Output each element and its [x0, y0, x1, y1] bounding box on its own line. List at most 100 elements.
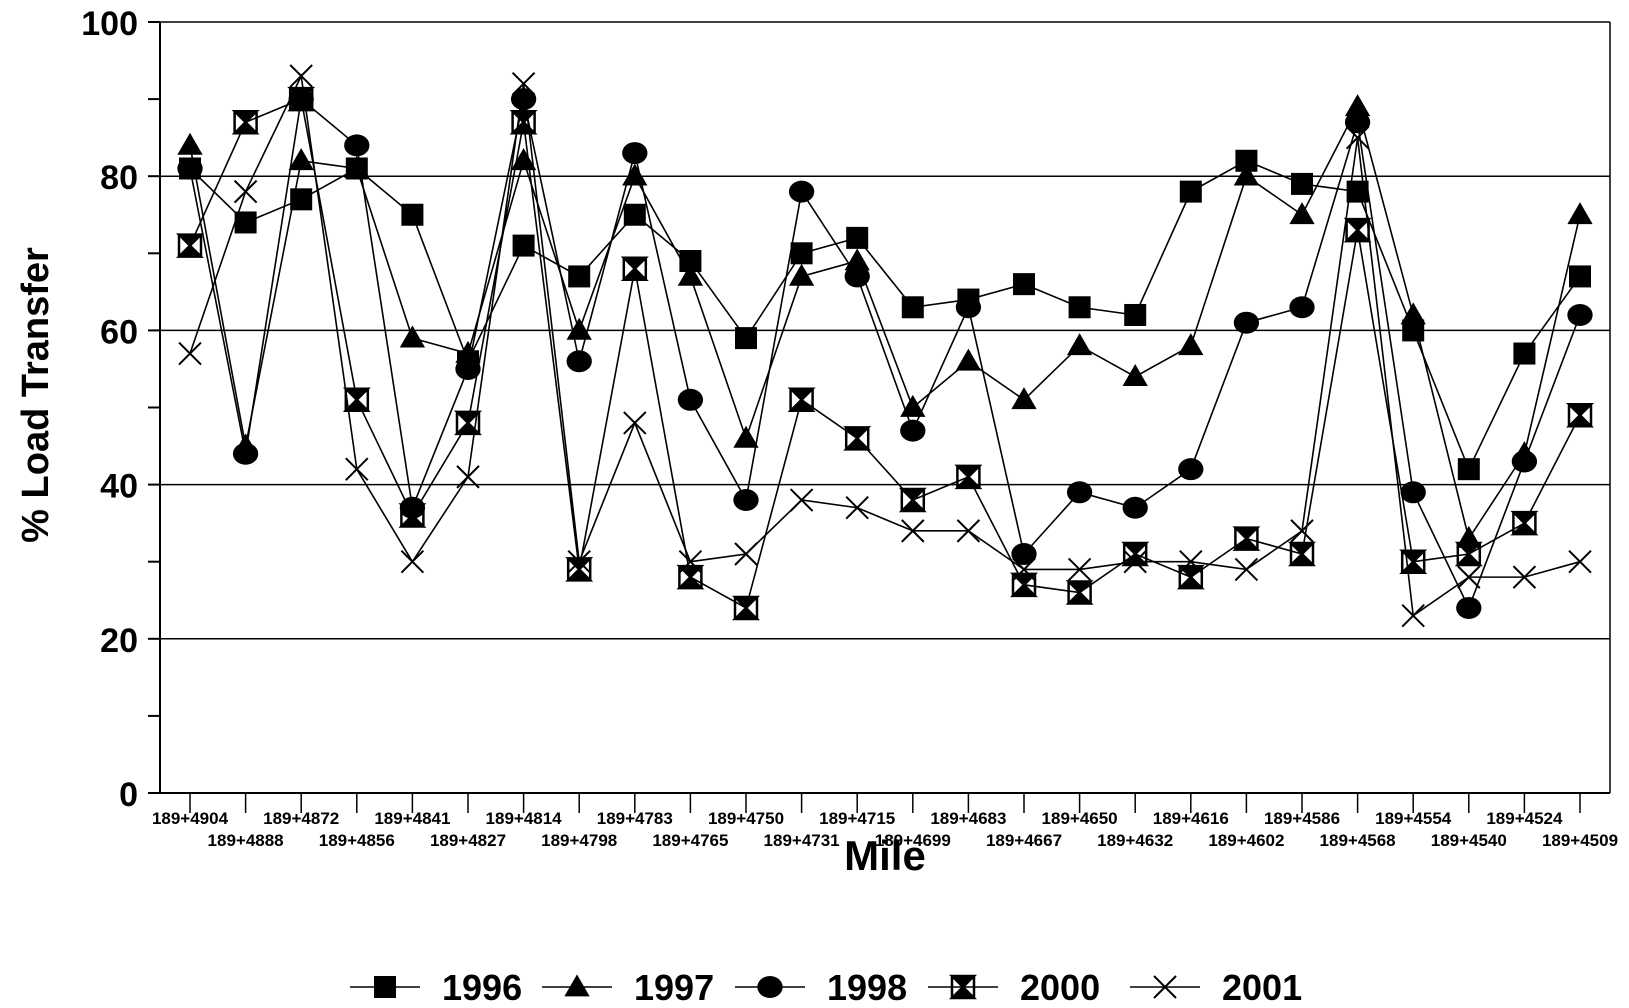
data-point-2000: [787, 387, 816, 413]
legend-label: 1998: [827, 967, 907, 1003]
series-1996: [179, 149, 1591, 481]
x-tick-label: 189+4554: [1375, 809, 1452, 828]
data-point-2000: [1510, 510, 1539, 536]
data-point-2000: [231, 109, 260, 135]
x-tick-label: 189+4667: [986, 831, 1062, 850]
data-point-1998: [566, 350, 592, 373]
data-point-1997: [677, 263, 704, 286]
data-point-2001: [845, 496, 869, 520]
y-tick-label: 40: [100, 468, 138, 506]
data-point-1998: [1011, 542, 1037, 565]
data-point-1997: [1011, 387, 1037, 410]
y-axis-label: % Load Transfer: [15, 247, 57, 543]
data-point-2000: [1343, 217, 1372, 243]
data-point-1996: [1179, 180, 1202, 203]
data-point-2001: [511, 71, 536, 96]
data-point-1998: [1511, 450, 1538, 473]
x-tick-label: 189+4699: [875, 831, 951, 850]
y-axis-ticks: 0 20 40 60 80 100: [81, 5, 160, 814]
x-tick-label: 189+4602: [1208, 831, 1284, 850]
data-point-1996: [1513, 342, 1536, 365]
data-point-2001: [1290, 519, 1314, 543]
data-point-1997: [455, 340, 481, 363]
series-2000: [175, 86, 1595, 621]
legend-item-1996: 1996: [350, 967, 522, 1008]
data-point-1996: [790, 242, 813, 265]
gridlines: [160, 175, 1610, 640]
data-point-1998: [1400, 481, 1426, 504]
x-tick-label: 189+4509: [1542, 831, 1618, 850]
x-tick-label: 189+4814: [486, 809, 563, 828]
x-tick-label: 189+4872: [263, 809, 339, 828]
data-point-1998: [1178, 458, 1204, 481]
data-point-2001: [678, 549, 703, 574]
data-point-1996: [735, 327, 757, 350]
data-point-1996: [1457, 458, 1480, 481]
x-axis-label: Mile: [844, 832, 926, 879]
data-point-1997: [1289, 202, 1315, 225]
data-point-1997: [1066, 333, 1093, 356]
series-line-2000: [189, 97, 1581, 610]
data-point-1996: [1013, 273, 1035, 296]
data-point-1998: [900, 419, 926, 442]
x-axis-ticks: 189+4904 189+4888 189+4872 189+4856 189+4841…: [152, 793, 1618, 850]
data-point-1998: [622, 142, 648, 165]
data-point-2001: [567, 549, 591, 574]
data-point-1997: [1344, 94, 1371, 117]
legend-label: 2000: [1020, 967, 1100, 1003]
data-point-2001: [623, 411, 647, 435]
data-point-1998: [788, 180, 815, 203]
data-point-1996: [401, 203, 424, 226]
data-point-2000: [898, 487, 927, 513]
x-tick-label: 189+4888: [208, 831, 284, 850]
x-tick-label: 189+4715: [819, 809, 895, 828]
data-point-2001: [1123, 549, 1147, 574]
data-point-2000: [1232, 526, 1261, 551]
series-line-2001: [189, 73, 1581, 618]
data-point-2001: [1067, 557, 1092, 582]
data-point-1997: [344, 155, 370, 178]
legend-marker-2001: [1153, 975, 1177, 999]
x-tick-label: 189+4827: [430, 831, 506, 850]
data-point-2001: [1179, 549, 1203, 574]
data-point-1996: [1291, 172, 1313, 195]
data-point-1997: [399, 325, 426, 348]
data-point-2000: [731, 595, 761, 621]
data-point-2001: [789, 488, 814, 512]
data-point-1997: [733, 425, 759, 448]
data-point-1996: [623, 203, 646, 226]
data-point-1998: [232, 442, 259, 465]
data-point-2000: [954, 464, 983, 490]
legend-marker-1996: [374, 976, 396, 998]
data-point-1998: [1122, 496, 1148, 519]
data-point-2001: [1401, 603, 1425, 628]
data-point-1996: [1068, 296, 1091, 319]
x-tick-label: 189+4616: [1153, 809, 1229, 828]
x-tick-label: 189+4586: [1264, 809, 1340, 828]
data-point-2000: [1065, 580, 1094, 605]
y-tick-label: 0: [119, 776, 138, 814]
data-point-1996: [901, 296, 924, 319]
data-point-1997: [1400, 302, 1426, 325]
data-point-1998: [955, 296, 982, 319]
series-line-1997: [189, 104, 1581, 541]
legend-item-1998: 1998: [735, 967, 907, 1008]
legend-item-1997: 1997: [542, 967, 714, 1008]
data-point-2001: [1345, 125, 1370, 150]
x-tick-label: 189+4524: [1486, 809, 1563, 828]
series-1998: [177, 88, 1593, 619]
data-point-2001: [1568, 549, 1592, 574]
x-tick-label: 189+4650: [1042, 809, 1118, 828]
y-tick-label: 100: [81, 5, 138, 43]
data-point-1998: [344, 134, 370, 157]
data-point-2000: [509, 109, 538, 135]
data-point-1998: [1344, 111, 1371, 134]
data-point-1997: [1233, 163, 1260, 186]
data-point-1997: [788, 263, 815, 286]
x-tick-label: 189+4904: [152, 809, 229, 828]
data-point-2000: [342, 387, 371, 413]
legend-item-2001: 2001: [1130, 967, 1302, 1008]
data-point-2000: [453, 410, 483, 436]
